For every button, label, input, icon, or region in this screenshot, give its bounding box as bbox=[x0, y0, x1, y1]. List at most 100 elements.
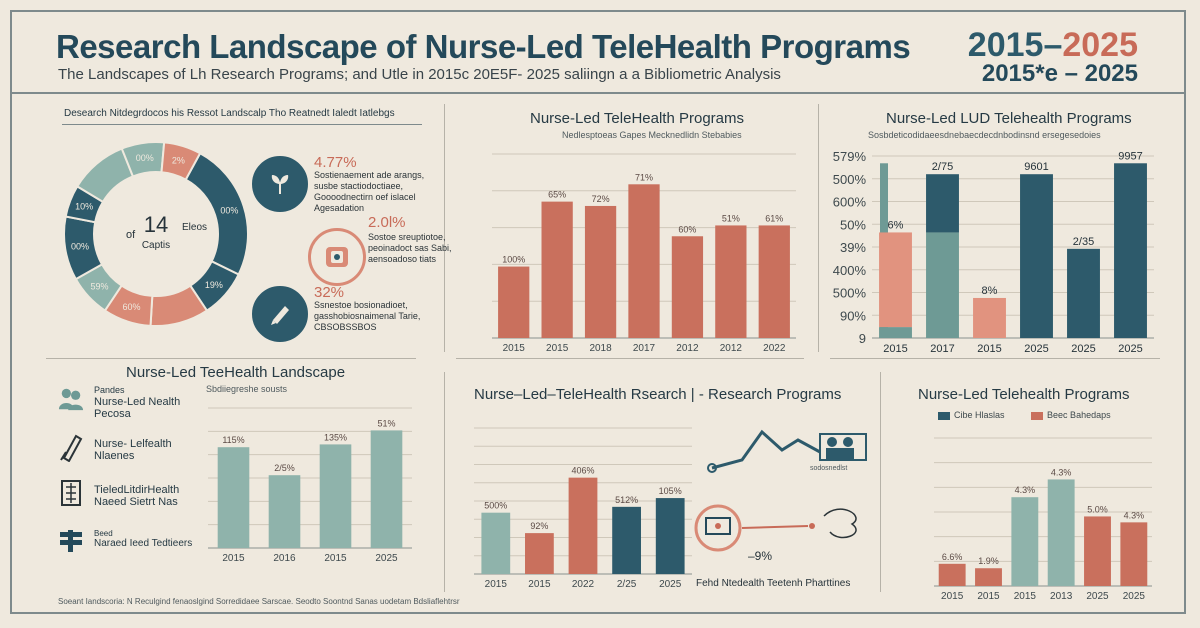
bar bbox=[319, 444, 352, 548]
x-tick-label: 2012 bbox=[676, 343, 699, 354]
donut-slice-label: 19% bbox=[205, 280, 223, 290]
bar bbox=[628, 184, 660, 338]
y-tick-label: 50% bbox=[840, 217, 866, 232]
panel-legend: Sbdiiegreshe sousts bbox=[206, 384, 288, 394]
bar-chart-top-right: 579% 500% 600% 50% 39% 400% 500% 90% 9 6% 2015 2/75… bbox=[833, 149, 1154, 355]
bar bbox=[568, 477, 598, 574]
stat-description: Ssnestoe bosionadioet, gasshobiosnaimena… bbox=[314, 300, 421, 332]
ladder-icon bbox=[58, 528, 84, 554]
bar bbox=[1084, 516, 1111, 586]
bar-value-label: 2/5% bbox=[274, 463, 295, 473]
donut-slice-label: 60% bbox=[122, 302, 140, 312]
trend-illustration: sodosnedlst –9% bbox=[694, 429, 867, 563]
bar bbox=[498, 266, 530, 338]
x-tick-label: 2/25 bbox=[617, 579, 637, 590]
donut-chart: 00% 19% 60% 59% 00% 10% 00% 2% 14 of Eleos Capt… bbox=[63, 141, 249, 327]
donut-center-sub: Captis bbox=[142, 240, 170, 251]
bar-chart-bottom-right: 6.6% 2015 1.9% 2015 4.3% 2015 4.3% 2013 5.0% 2025… bbox=[934, 437, 1152, 602]
bar bbox=[715, 225, 747, 338]
bar bbox=[525, 533, 554, 574]
trend-start-point bbox=[707, 463, 717, 473]
donut-slice-label: 00% bbox=[71, 241, 89, 251]
stat-description: Sostoe sreuptiotoe, peoinadoct sas Sabi,… bbox=[368, 232, 452, 264]
heading-underline bbox=[62, 124, 422, 125]
bar-value-label: 51% bbox=[377, 418, 395, 428]
node-label: sodosnedlst bbox=[810, 465, 847, 472]
bar bbox=[1067, 248, 1100, 338]
donut-slice-label: 59% bbox=[91, 281, 109, 291]
telescope-icon bbox=[58, 434, 84, 462]
x-tick-label: 2015 bbox=[1014, 591, 1037, 602]
footer-note: Soeant Iandscoria: N Reculgind fenaoslgi… bbox=[58, 597, 460, 606]
landscape-item-label: TieledLitdirHealth Naeed Sietrt Nas bbox=[94, 484, 180, 508]
network-icon bbox=[58, 480, 84, 506]
chart-subtitle: Nedlesptoeas Gapes Mecknedlidn Stebabies bbox=[562, 130, 742, 140]
y-tick-label: 39% bbox=[840, 240, 866, 255]
x-tick-label: 2015 bbox=[528, 579, 551, 590]
x-tick-label: 2016 bbox=[273, 553, 296, 564]
year-range-secondary: 2015*e – 2025 bbox=[981, 60, 1138, 87]
bar bbox=[938, 563, 966, 586]
bar bbox=[879, 327, 912, 338]
y-tick-label: 90% bbox=[840, 308, 866, 323]
bar-value-label: 71% bbox=[635, 172, 653, 182]
x-tick-label: 2018 bbox=[589, 343, 612, 354]
x-tick-label: 2015 bbox=[503, 343, 526, 354]
nurse-group-icon bbox=[819, 433, 867, 461]
bar-chart-top-middle: 100% 2015 65% 2015 72% 2018 71% 2017 60% 2012 51% 2… bbox=[492, 153, 796, 354]
x-tick-label: 2015 bbox=[485, 579, 508, 590]
stat-description: Sostienaement ade arangs, susbe stactiod… bbox=[314, 170, 425, 213]
bar bbox=[1120, 522, 1148, 586]
chart-title: Nurse-Led Telehealth Programs bbox=[918, 386, 1130, 403]
bar bbox=[1114, 163, 1147, 338]
outer-frame bbox=[10, 10, 1186, 614]
donut-slice-label: 00% bbox=[136, 153, 154, 163]
x-tick-label: 2013 bbox=[1050, 591, 1073, 602]
bar bbox=[370, 430, 403, 548]
x-tick-label: 2015 bbox=[883, 343, 907, 355]
people-icon bbox=[58, 386, 84, 412]
x-tick-label: 2025 bbox=[1024, 343, 1048, 355]
legend-entry: Cibe Hlaslas bbox=[938, 410, 1005, 420]
x-tick-label: 2015 bbox=[941, 591, 964, 602]
donut-slice-label: 00% bbox=[220, 206, 238, 216]
x-tick-label: 2015 bbox=[977, 591, 1000, 602]
x-tick-label: 2012 bbox=[720, 343, 743, 354]
donut-slice-label: 10% bbox=[75, 201, 93, 211]
chart-subtitle: Sosbdeticodidaeesdnebaecdecdnbodinsnd er… bbox=[868, 130, 1101, 140]
plant-icon bbox=[252, 156, 308, 212]
donut-slice bbox=[184, 151, 249, 276]
bar-value-label: 6% bbox=[888, 219, 904, 231]
x-tick-label: 2025 bbox=[1118, 343, 1142, 355]
y-tick-label: 9 bbox=[859, 331, 866, 346]
divider bbox=[444, 372, 445, 592]
legend-swatch bbox=[1031, 411, 1044, 420]
device-icon bbox=[308, 228, 366, 286]
bar bbox=[612, 506, 641, 574]
bar-value-label: 8% bbox=[982, 285, 998, 297]
donut-panel-heading: Desearch Nitdegrdocos his Ressot Landsca… bbox=[64, 108, 395, 119]
divider bbox=[444, 104, 445, 352]
stat-percent: 2.0l% bbox=[368, 214, 406, 231]
x-tick-label: 2025 bbox=[1123, 591, 1146, 602]
divider bbox=[830, 358, 1160, 359]
y-tick-label: 600% bbox=[833, 195, 867, 210]
bar bbox=[973, 297, 1006, 338]
stat-percent: 32% bbox=[314, 284, 345, 301]
donut-slice bbox=[160, 141, 202, 181]
bar-value-label: 135% bbox=[324, 432, 347, 442]
x-tick-label: 2015 bbox=[546, 343, 569, 354]
document-icon bbox=[252, 286, 308, 342]
connector-end bbox=[809, 523, 815, 529]
bar-value-label: 4.3% bbox=[1015, 485, 1036, 495]
bar bbox=[926, 174, 959, 233]
bar-value-label: 51% bbox=[722, 213, 740, 223]
bar bbox=[1011, 497, 1039, 586]
bar-value-label: 65% bbox=[548, 190, 566, 200]
bar-value-label: 1.9% bbox=[978, 556, 999, 566]
bar-value-label: 9957 bbox=[1118, 150, 1142, 162]
bar bbox=[268, 475, 301, 548]
panel-title: Nurse-Led TeeHealth Landscape bbox=[126, 364, 346, 381]
bar bbox=[926, 232, 959, 338]
x-tick-label: 2022 bbox=[763, 343, 786, 354]
